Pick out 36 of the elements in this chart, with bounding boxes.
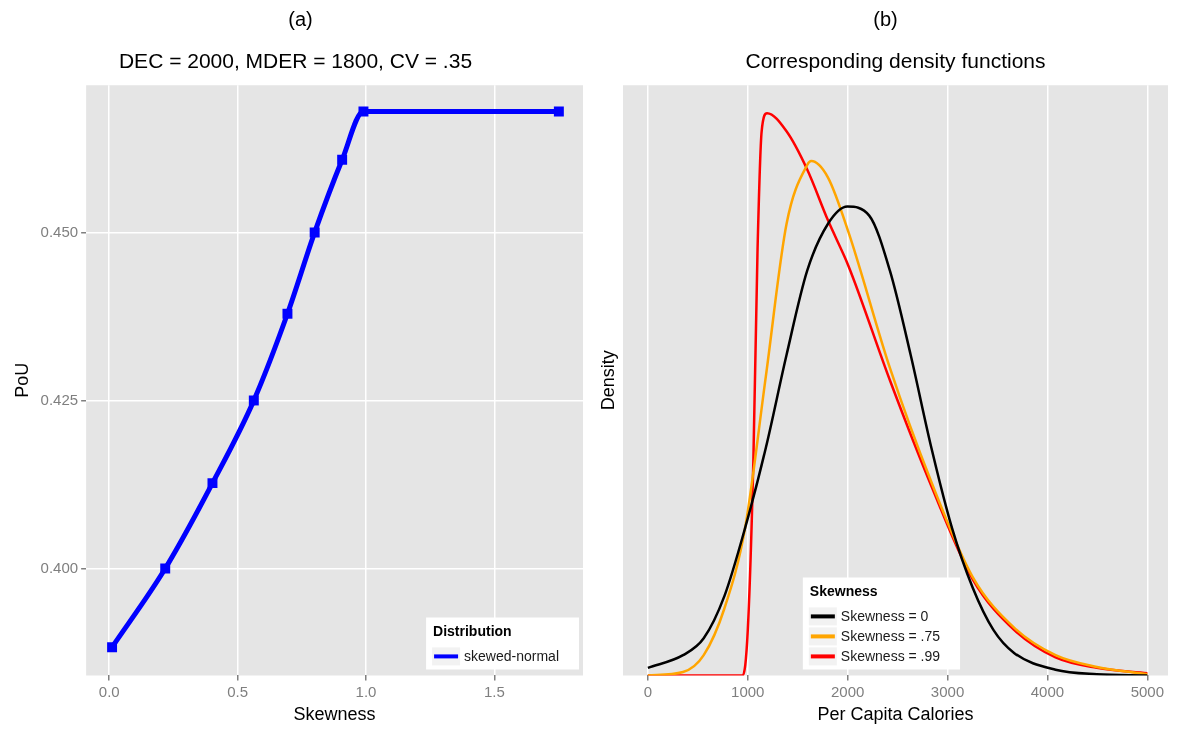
y-axis-title: Density (597, 350, 618, 411)
legend-label: Skewness = .75 (840, 628, 941, 645)
point (282, 308, 293, 319)
point (207, 478, 218, 489)
point (248, 395, 259, 406)
point (309, 227, 320, 238)
legend-title: Distribution (433, 623, 512, 640)
x-tick-label: 5000 (1130, 682, 1165, 700)
legend-label: skewed-normal (464, 648, 560, 665)
point (358, 106, 369, 117)
text: (b) (872, 8, 899, 32)
point (107, 642, 118, 653)
x-tick-label: 2000 (830, 682, 865, 700)
x-tick-label: 3000 (930, 682, 965, 700)
x-axis-title: Per Capita Calories (817, 704, 974, 725)
x-tick-label: 0.5 (227, 682, 249, 700)
y-tick-label: 0.450 (40, 222, 79, 240)
x-tick-label: 1000 (731, 682, 765, 700)
legend-label: Skewness = .99 (840, 648, 941, 665)
chart-title: Corresponding density functions (745, 49, 1046, 73)
chart-title: DEC = 2000, MDER = 1800, CV = .35 (118, 49, 473, 73)
x-tick-label: 0.0 (98, 682, 120, 700)
point (553, 106, 564, 117)
x-tick-label: 1.0 (355, 682, 377, 700)
legend-title: Skewness (809, 583, 878, 600)
legend-label: Skewness = 0 (840, 608, 929, 625)
text: (a) (287, 8, 314, 32)
y-tick-label: 0.425 (40, 390, 79, 408)
x-tick-label: 4000 (1030, 682, 1065, 700)
y-tick-label: 0.400 (40, 558, 79, 576)
x-tick-label: 0 (643, 682, 653, 700)
x-axis-title: Skewness (293, 704, 376, 725)
x-tick-label: 1.5 (483, 682, 505, 700)
point (160, 563, 171, 574)
point (337, 154, 348, 165)
y-axis-title: PoU (11, 362, 32, 398)
